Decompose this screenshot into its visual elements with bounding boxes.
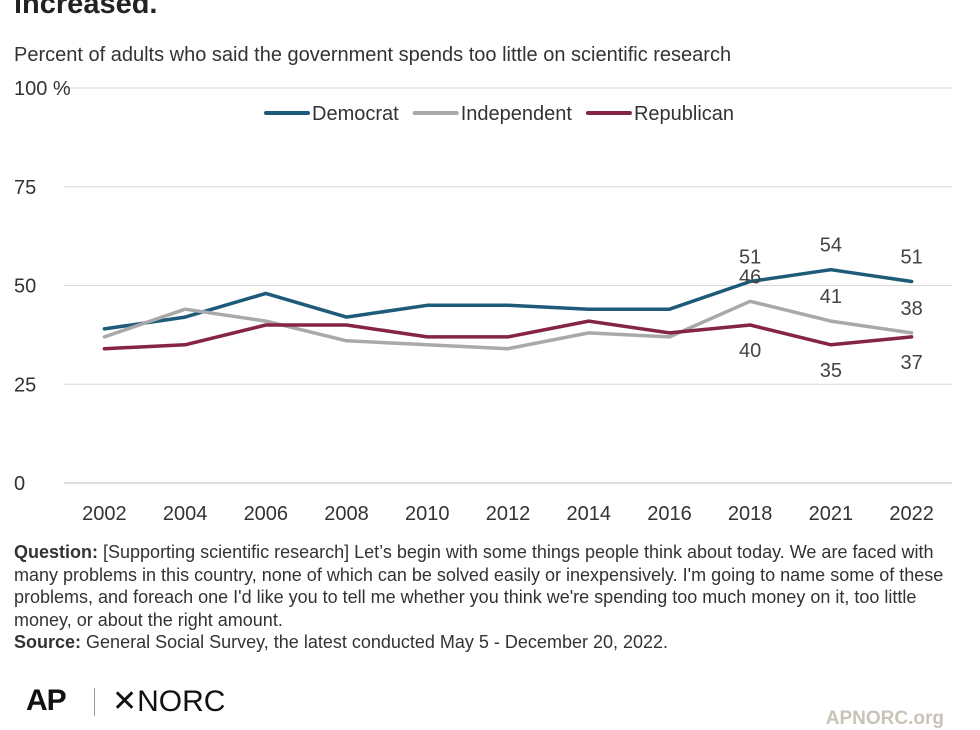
x-tick-label: 2008 — [324, 503, 369, 525]
y-tick-label: 100 % — [14, 78, 71, 100]
x-tick-label: 2022 — [889, 503, 934, 525]
data-label: 54 — [820, 235, 842, 257]
ap-logo: AP — [26, 684, 67, 717]
source-text: General Social Survey, the latest conduc… — [86, 632, 669, 652]
question-text: [Supporting scientific research] Let’s b… — [14, 542, 944, 630]
line-chart: 0 25 50 75 100 % 2002 2004 2006 2008 2010 2012 2014… — [14, 78, 952, 525]
legend-label: Republican — [634, 103, 734, 125]
y-tick-label: 75 — [14, 177, 36, 199]
x-tick-label: 2014 — [566, 503, 611, 525]
x-tick-label: 2021 — [809, 503, 854, 525]
question-note: Question: [Supporting scientific researc… — [14, 541, 964, 631]
data-label: 41 — [820, 286, 842, 308]
site-url: APNORC.org — [825, 708, 944, 729]
question-label: Question: — [14, 542, 98, 562]
y-tick-label: 25 — [14, 374, 36, 396]
chart-notes: Question: [Supporting scientific researc… — [14, 541, 964, 654]
data-label: 51 — [739, 247, 761, 269]
chart-subtitle: Percent of adults who said the governmen… — [14, 44, 732, 66]
x-tick-label: 2016 — [647, 503, 692, 525]
data-label: 40 — [739, 340, 761, 362]
data-label: 51 — [901, 247, 923, 269]
logo-divider — [94, 688, 95, 716]
x-tick-label: 2012 — [486, 503, 531, 525]
data-label: 46 — [739, 266, 761, 288]
x-tick-label: 2002 — [82, 503, 127, 525]
x-tick-label: 2006 — [244, 503, 289, 525]
series-line-democrat — [102, 267, 914, 331]
legend-label: Independent — [461, 103, 573, 125]
data-label: 38 — [901, 298, 923, 320]
data-label: 37 — [901, 352, 923, 374]
series-line-independent — [102, 299, 914, 351]
source-label: Source: — [14, 632, 82, 652]
data-label: 35 — [820, 360, 842, 382]
series-line-republican — [102, 319, 914, 351]
legend-label: Democrat — [312, 103, 399, 125]
y-tick-label: 50 — [14, 276, 36, 298]
x-tick-label: 2010 — [405, 503, 450, 525]
chart-title: increased. — [14, 0, 158, 20]
y-tick-label: 0 — [14, 473, 25, 495]
x-tick-label: 2004 — [163, 503, 208, 525]
x-tick-label: 2018 — [728, 503, 773, 525]
source-note: Source: General Social Survey, the lates… — [14, 631, 964, 654]
norc-logo: ✕NORC — [112, 685, 226, 718]
